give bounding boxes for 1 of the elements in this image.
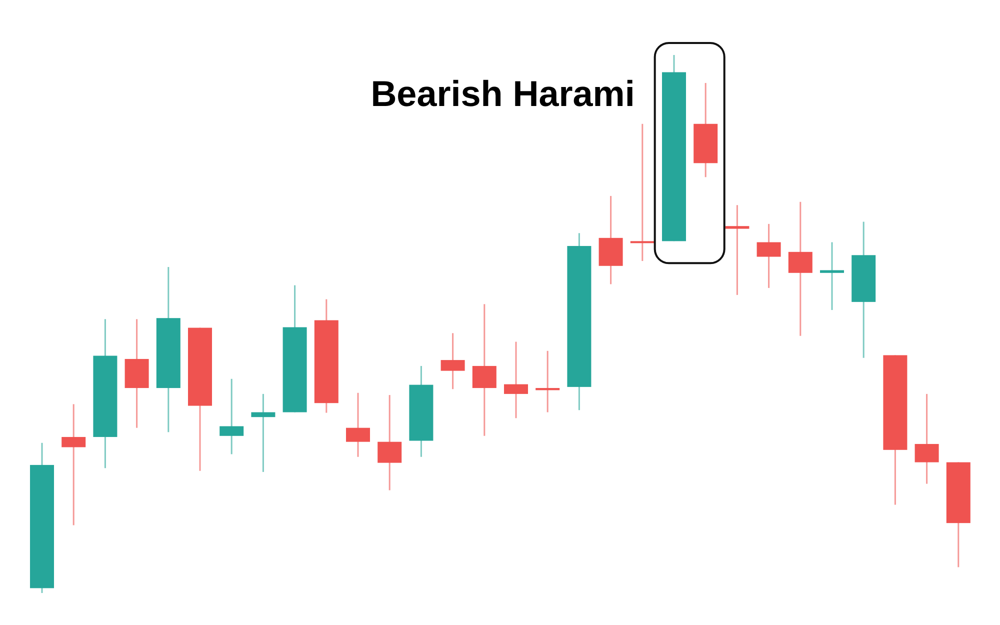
- annotation: Bearish Harami: [370, 73, 635, 114]
